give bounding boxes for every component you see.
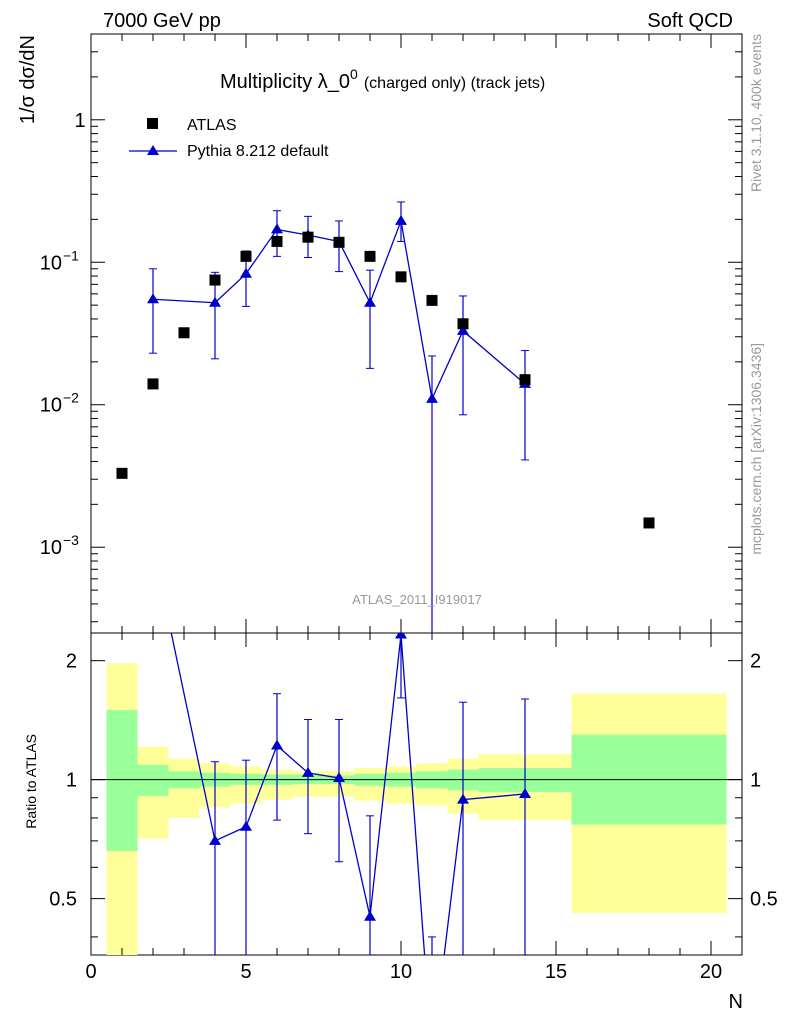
y-tick-label: 10 — [40, 252, 62, 274]
x-tick-label: 10 — [390, 961, 412, 983]
mcplots-label: mcplots.cern.ch [arXiv:1306.3436] — [748, 343, 764, 555]
atlas-point — [395, 271, 407, 283]
rivet-label: Rivet 3.1.10, 400k events — [748, 34, 764, 192]
x-tick-label: 5 — [240, 961, 251, 983]
y-tick-label: 1 — [74, 110, 85, 132]
y-tick-label-exponent: −3 — [63, 532, 79, 548]
x-tick-label: 20 — [700, 961, 722, 983]
ratio-tick-label-left: 1 — [66, 770, 77, 792]
ratio-point — [302, 766, 314, 777]
ratio-point — [271, 739, 283, 750]
pythia-point — [271, 223, 283, 234]
ratio-point — [209, 834, 221, 845]
atlas-point — [643, 517, 655, 529]
ratio-point — [333, 771, 345, 782]
atlas-point — [302, 231, 314, 243]
x-axis-label: N — [729, 991, 743, 1013]
atlas-point — [364, 250, 376, 262]
analysis-label: ATLAS_2011_I919017 — [352, 592, 482, 607]
pythia-point — [395, 214, 407, 225]
y-tick-label: 10 — [40, 395, 62, 417]
ratio-tick-label-left: 0.5 — [49, 889, 77, 911]
ratio-y-axis-label: Ratio to ATLAS — [23, 734, 39, 829]
x-tick-label: 0 — [85, 961, 96, 983]
legend-atlas-label: ATLAS — [187, 117, 237, 134]
pythia-point — [364, 296, 376, 307]
ratio-point — [147, 540, 159, 550]
atlas-point — [519, 374, 531, 386]
ratio-point — [240, 820, 252, 831]
header-left: 7000 GeV pp — [103, 10, 221, 32]
y-tick-label-exponent: −2 — [63, 390, 79, 406]
chart-title: Multiplicity λ_00 (charged only) (track j… — [220, 66, 545, 93]
header-right: Soft QCD — [647, 10, 733, 32]
atlas-point — [178, 327, 190, 339]
y-axis-label: 1/σ dσ/dN — [17, 35, 39, 124]
legend: ATLAS Pythia 8.212 default — [129, 117, 329, 160]
ratio-tick-label-right: 0.5 — [750, 889, 778, 911]
pythia-point — [457, 324, 469, 335]
ratio-point — [519, 787, 531, 798]
ratio-bands — [91, 663, 742, 955]
ratio-point — [364, 910, 376, 921]
ratio-tick-label-left: 2 — [66, 651, 77, 673]
y-tick-label: 10 — [40, 537, 62, 559]
atlas-point — [209, 274, 221, 286]
pythia-point — [209, 296, 221, 307]
chart-title-sup: 0 — [350, 66, 358, 82]
y-tick-label-exponent: −1 — [63, 247, 79, 263]
ratio-band-green — [137, 764, 169, 796]
pythia-point — [426, 392, 438, 403]
chart-title-suffix: (charged only) (track jets) — [364, 75, 545, 92]
atlas-point — [116, 467, 128, 479]
atlas-point — [271, 235, 283, 247]
ratio-point — [395, 633, 407, 639]
pythia-point — [147, 293, 159, 304]
pythia-point — [240, 267, 252, 278]
atlas-point — [426, 294, 438, 306]
ratio-plot-frame — [90, 632, 743, 956]
ratio-point — [457, 793, 469, 804]
ratio-tick-label-right: 1 — [750, 770, 761, 792]
atlas-point — [147, 378, 159, 390]
legend-pythia-marker — [147, 145, 159, 155]
legend-pythia-label: Pythia 8.212 default — [187, 143, 329, 160]
legend-atlas-marker — [147, 118, 158, 129]
atlas-point — [240, 250, 252, 262]
ratio-band-green — [106, 710, 138, 851]
x-tick-label: 15 — [545, 961, 567, 983]
ratio-series — [147, 540, 531, 955]
main-series — [116, 201, 655, 633]
ratio-tick-label-right: 2 — [750, 651, 761, 673]
chart-title-main: Multiplicity λ_0 — [220, 71, 350, 93]
atlas-point — [333, 236, 345, 248]
atlas-point — [457, 318, 469, 330]
